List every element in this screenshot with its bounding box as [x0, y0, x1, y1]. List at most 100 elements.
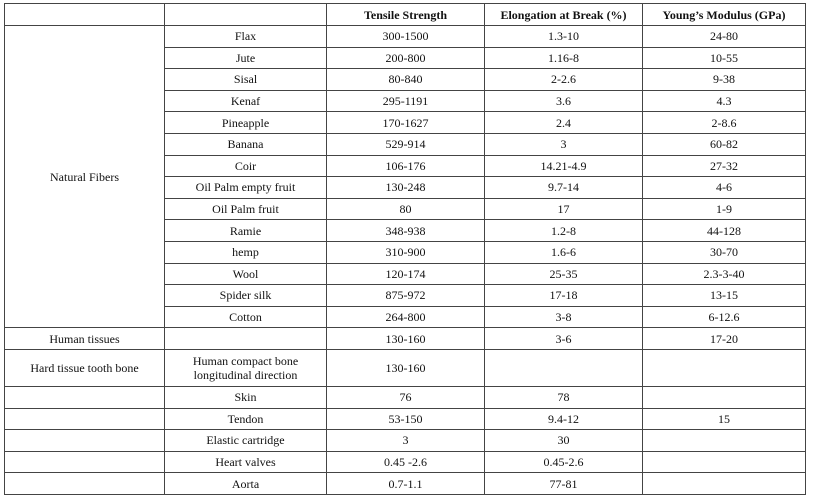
material-cell: Pineapple [164, 111, 327, 134]
modulus-cell: 4-6 [642, 176, 806, 199]
elongation-cell: 3 [484, 132, 643, 156]
tensile-cell: 120-174 [326, 262, 485, 286]
material-cell: Jute [164, 46, 327, 70]
material-cell: Heart valves [164, 450, 327, 474]
tensile-cell: 310-900 [326, 240, 485, 264]
empty-cell [642, 385, 806, 409]
empty-cell [4, 429, 165, 452]
material-cell: Flax [164, 25, 327, 48]
empty-cell [642, 450, 806, 474]
modulus-cell: 9-38 [642, 68, 806, 91]
table-row: Skin 76 78 [4, 385, 806, 409]
material-cell: Skin [164, 385, 327, 409]
elongation-cell: 2.4 [484, 111, 643, 134]
modulus-cell: 27-32 [642, 154, 806, 178]
elongation-cell: 30 [484, 429, 643, 452]
elongation-cell: 1.16-8 [484, 46, 643, 70]
modulus-cell: 24-80 [642, 25, 806, 48]
empty-cell [642, 429, 806, 452]
modulus-cell: 4.3 [642, 89, 806, 113]
tensile-cell: 3 [326, 429, 485, 452]
modulus-cell: 60-82 [642, 132, 806, 156]
tensile-cell: 875-972 [326, 284, 485, 307]
empty-header [4, 3, 165, 26]
modulus-cell: 10-55 [642, 46, 806, 70]
elongation-cell: 0.45-2.6 [484, 450, 643, 474]
table-row: Natural Fibers Flax 300-1500 1.3-10 24-80 [4, 24, 806, 329]
empty-header [164, 3, 327, 26]
material-cell: Elastic cartridge [164, 429, 327, 452]
elongation-cell: 17-18 [484, 284, 643, 307]
material-cell: Coir [164, 154, 327, 178]
material-cell: Banana [164, 132, 327, 156]
elongation-cell: 17 [484, 197, 643, 221]
material-cell: Wool [164, 262, 327, 286]
table-row: Wool 120-174 25-35 2.3-3-40 [5, 262, 806, 286]
material-cell: Aorta [164, 472, 327, 495]
modulus-cell: 44-128 [642, 219, 806, 242]
empty-cell [642, 472, 806, 495]
table-row: Hard tissue tooth bone Human compact bone… [4, 348, 806, 387]
table-row: Aorta 0.7-1.1 77-81 [4, 472, 806, 495]
table-row: Tendon 53-150 9.4-12 15 [4, 407, 806, 431]
modulus-cell: 1-9 [642, 197, 806, 221]
tensile-cell: 0.45 -2.6 [326, 450, 485, 474]
tensile-cell: 200-800 [326, 46, 485, 70]
material-cell: Tendon [164, 407, 327, 431]
tensile-cell: 295-1191 [326, 89, 485, 113]
tensile-cell: 0.7-1.1 [326, 472, 485, 495]
table-row: Pineapple 170-1627 2.4 2-8.6 [5, 111, 806, 134]
empty-cell [484, 348, 643, 387]
modulus-cell: 2.3-3-40 [642, 262, 806, 286]
tensile-cell: 529-914 [326, 132, 485, 156]
modulus-cell: 6-12.6 [642, 305, 806, 329]
elongation-cell: 3.6 [484, 89, 643, 113]
tensile-cell: 130-248 [326, 176, 485, 199]
empty-cell [4, 472, 165, 495]
elongation-cell: 77-81 [484, 472, 643, 495]
tensile-cell: 80 [326, 197, 485, 221]
material-cell: Kenaf [164, 89, 327, 113]
tensile-cell: 264-800 [326, 305, 485, 329]
table-row: Ramie 348-938 1.2-8 44-128 [5, 219, 806, 242]
material-cell: Sisal [164, 68, 327, 91]
elongation-cell: 9.4-12 [484, 407, 643, 431]
table-row: hemp 310-900 1.6-6 30-70 [5, 240, 806, 264]
cell-text: Human compact bone longitudinal directio… [192, 353, 299, 382]
empty-cell [642, 348, 806, 387]
empty-cell [164, 327, 327, 350]
material-cell: hemp [164, 240, 327, 264]
data-table: Tensile Strength Elongation at Break (%)… [4, 3, 806, 495]
material-cell: Ramie [164, 219, 327, 242]
material-cell: Oil Palm empty fruit [164, 176, 327, 199]
modulus-cell: 2-8.6 [642, 111, 806, 134]
table-row: Banana 529-914 3 60-82 [5, 132, 806, 156]
elongation-cell: 14.21-4.9 [484, 154, 643, 178]
elongation-cell: 1.6-6 [484, 240, 643, 264]
modulus-cell: 30-70 [642, 240, 806, 264]
table-row: Human tissues 130-160 3-6 17-20 [4, 327, 806, 350]
tensile-cell: 300-1500 [326, 25, 485, 48]
table-row: Oil Palm fruit 80 17 1-9 [5, 197, 806, 221]
tensile-cell: 80-840 [326, 68, 485, 91]
table-body: Natural Fibers Flax 300-1500 1.3-10 24-80 Jut… [4, 24, 806, 495]
material-cell: Human compact bone longitudinal directio… [164, 348, 327, 387]
elongation-cell: 1.2-8 [484, 219, 643, 242]
table-row: Kenaf 295-1191 3.6 4.3 [5, 89, 806, 113]
empty-cell [4, 407, 165, 431]
material-cell: Cotton [164, 305, 327, 329]
group-label: Human tissues [4, 327, 165, 350]
tensile-cell: 53-150 [326, 407, 485, 431]
tensile-cell: 348-938 [326, 219, 485, 242]
tensile-cell: 170-1627 [326, 111, 485, 134]
table-row: Elastic cartridge 3 30 [4, 429, 806, 452]
modulus-cell: 13-15 [642, 284, 806, 307]
elongation-cell: 3-8 [484, 305, 643, 329]
header-row: Tensile Strength Elongation at Break (%)… [4, 3, 806, 26]
group-label: Hard tissue tooth bone [4, 348, 165, 387]
modulus-cell: 15 [642, 407, 806, 431]
elongation-cell: 3-6 [484, 327, 643, 350]
elongation-cell: 78 [484, 385, 643, 409]
modulus-cell: 17-20 [642, 327, 806, 350]
elongation-cell: 9.7-14 [484, 176, 643, 199]
